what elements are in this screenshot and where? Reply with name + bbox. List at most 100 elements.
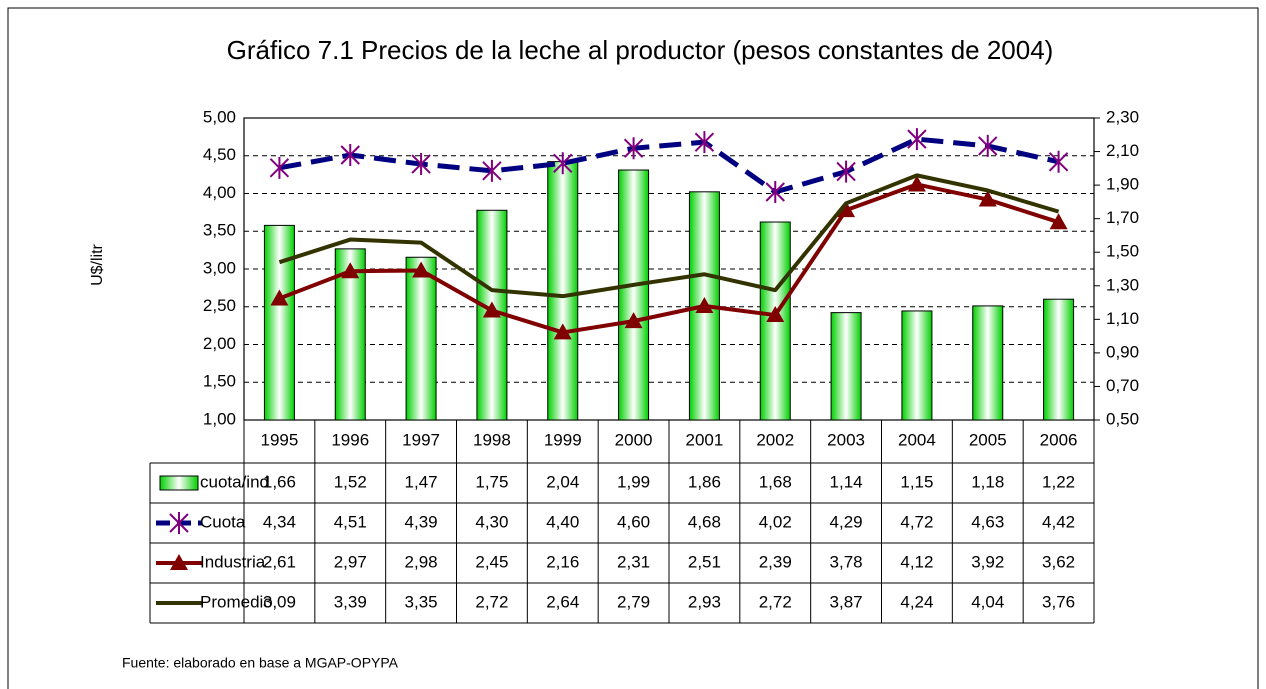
legend-label: Cuota [200,512,246,531]
table-cell: 1,52 [334,472,367,491]
table-cell: 4,02 [759,512,792,531]
y-tick-label: 1,50 [203,372,236,391]
y-tick-label: 1,00 [203,409,236,428]
legend-label: Industria [200,552,266,571]
table-cell: 2,16 [546,552,579,571]
point-marker [907,128,927,151]
table-cell: 1,47 [405,472,438,491]
point-marker [553,323,572,340]
table-cell: 3,76 [1042,592,1075,611]
table-cell: 2,04 [546,472,579,491]
table-cell: 4,29 [830,512,863,531]
table-cell: 3,39 [334,592,367,611]
table-cell: 4,68 [688,512,721,531]
y2-tick-label: 0,90 [1106,342,1139,361]
point-marker [766,306,785,323]
y-tick-label: 4,50 [203,145,236,164]
legend-label: Promedio [200,592,273,611]
bar [547,161,579,421]
y2-tick-label: 1,30 [1106,275,1139,294]
point-marker [170,554,188,570]
table-cell: 2,45 [475,552,508,571]
table-cell: 2,72 [475,592,508,611]
y2-tick-label: 1,50 [1106,242,1139,261]
table-cell: 1,18 [971,472,1004,491]
y-tick-label: 3,00 [203,258,236,277]
point-marker [411,153,431,176]
table-cell: 2,97 [334,552,367,571]
table-cell: 4,60 [617,512,650,531]
table-cell: 4,39 [405,512,438,531]
y2-tick-label: 0,50 [1106,409,1139,428]
table-cell: 1,15 [900,472,933,491]
x-tick-label: 1999 [544,430,582,449]
x-tick-label: 2004 [898,430,936,449]
y-tick-label: 2,00 [203,334,236,353]
x-tick-label: 2002 [756,430,794,449]
table-cell: 3,92 [971,552,1004,571]
chart-title: Gráfico 7.1 Precios de la leche al produ… [227,35,1054,65]
table-cell: 1,68 [759,472,792,491]
bar [972,305,1004,421]
table-cell: 3,78 [830,552,863,571]
table-cell: 1,86 [688,472,721,491]
table-cell: 4,51 [334,512,367,531]
x-tick-label: 1998 [473,430,511,449]
y-tick-label: 5,00 [203,107,236,126]
table-cell: 2,61 [263,552,296,571]
point-marker [694,131,715,154]
legend-key [159,475,199,491]
bar [830,312,862,421]
bar [405,256,437,421]
bar [1043,298,1075,421]
table-cell: 1,14 [830,472,863,491]
point-marker [553,152,573,175]
y2-tick-label: 2,30 [1106,107,1139,126]
y2-tick-label: 0,70 [1106,376,1139,395]
point-marker [624,312,643,329]
point-marker [836,160,856,183]
point-marker [623,137,644,160]
point-marker [412,261,431,278]
y-axis-label: U$/litr [89,243,106,285]
point-marker [837,201,856,218]
line [278,182,1060,335]
x-tick-label: 2005 [969,430,1007,449]
table-cell: 4,40 [546,512,579,531]
frame [7,7,1259,689]
point-marker [169,512,189,534]
legend-label: cuota/ind [200,472,269,491]
table-cell: 1,22 [1042,472,1075,491]
table-cell: 4,12 [900,552,933,571]
table-cell: 2,98 [405,552,438,571]
point-marker [482,301,501,318]
x-tick-label: 2003 [827,430,865,449]
x-tick-label: 1995 [261,430,299,449]
table-cell: 4,63 [971,512,1004,531]
table-cell: 3,87 [830,592,863,611]
line [278,173,1060,299]
table-cell: 2,64 [546,592,579,611]
table-cell: 3,09 [263,592,296,611]
point-marker [765,180,785,203]
y2-tick-label: 1,10 [1106,309,1139,328]
y-tick-label: 3,50 [203,221,236,240]
x-tick-label: 1997 [402,430,440,449]
x-tick-label: 1996 [331,430,369,449]
point-marker [341,262,360,279]
table-cell: 2,51 [688,552,721,571]
x-tick-label: 2000 [615,430,653,449]
point-marker [1048,150,1069,173]
point-marker [340,143,360,166]
bar [263,224,295,421]
y2-tick-label: 1,90 [1106,175,1139,194]
table-cell: 4,30 [475,512,508,531]
table-cell: 2,93 [688,592,721,611]
table-cell: 2,31 [617,552,650,571]
point-marker [907,175,926,192]
bar [618,169,650,421]
table-cell: 2,72 [759,592,792,611]
table-cell: 1,75 [475,472,508,491]
source-note: Fuente: elaborado en base a MGAP-OPYPA [122,655,399,671]
point-marker [269,156,290,179]
